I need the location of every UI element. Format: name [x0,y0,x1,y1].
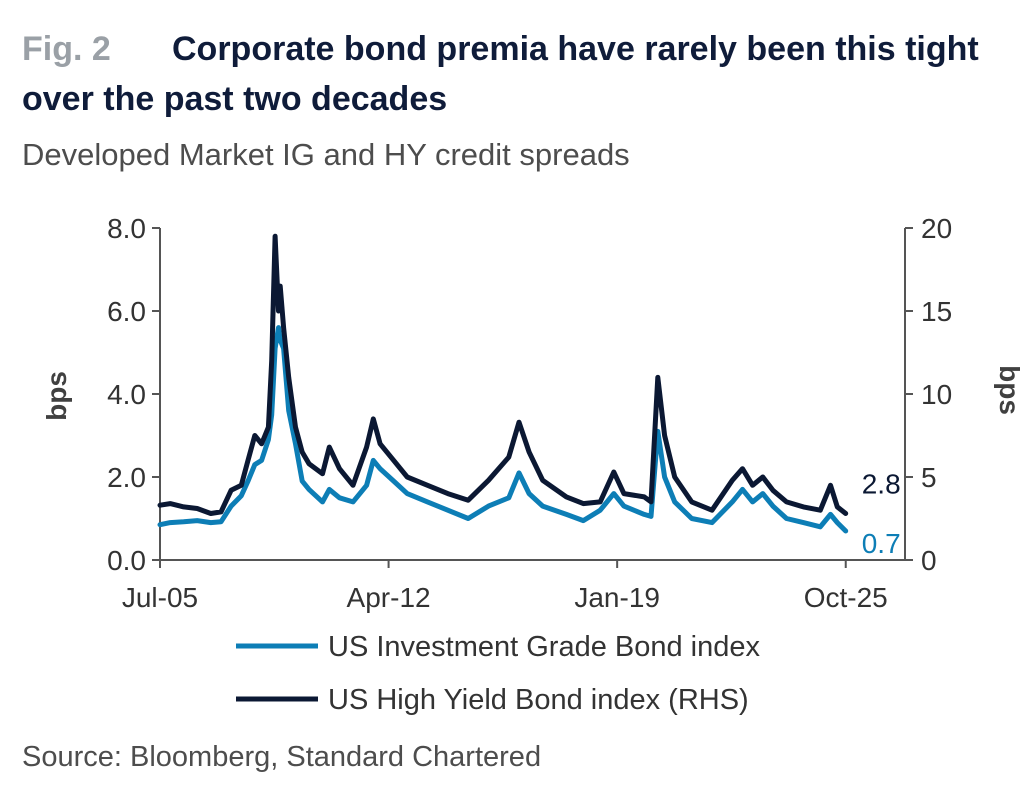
right-axis-title: bps [994,365,1024,415]
left-tick-label: 8.0 [107,213,146,244]
left-tick-label: 4.0 [107,379,146,410]
chart-legend: US Investment Grade Bond index US High Y… [236,631,761,716]
x-tick-label: Jul-05 [122,582,198,613]
left-tick-label: 2.0 [107,462,146,493]
figure-title-text: Corporate bond premia have rarely been t… [22,30,979,118]
ig-end-label: 0.7 [862,528,901,559]
x-tick-label: Apr-12 [347,582,431,613]
right-tick-label: 15 [921,296,952,327]
end-labels: 0.7 2.8 [862,469,901,559]
legend-label-hy: US High Yield Bond index (RHS) [328,684,749,716]
chart-ticks: 0.0 2.0 4.0 6.0 8.0 0 5 10 15 20 Jul-05 Apr-12 Jan-1… [107,213,952,613]
ig-series-line [157,325,849,534]
source-note: Source: Bloomberg, Standard Chartered [22,741,542,773]
figure-number: Fig. 2 [22,30,111,68]
x-tick-label: Jan-19 [574,582,660,613]
right-tick-label: 10 [921,379,952,410]
left-tick-label: 0.0 [107,545,146,576]
right-tick-label: 20 [921,213,952,244]
legend-label-ig: US Investment Grade Bond index [328,631,761,663]
left-tick-label: 6.0 [107,296,146,327]
right-tick-label: 5 [921,462,937,493]
x-tick-label: Oct-25 [804,582,888,613]
hy-series-line [157,233,849,516]
hy-end-label: 2.8 [862,469,901,500]
left-axis-title: bps [41,371,72,421]
figure-title: Fig. 2 Corporate bond premia have rarely … [22,24,1012,124]
right-tick-label: 0 [921,545,937,576]
chart-subtitle: Developed Market IG and HY credit spread… [22,137,630,172]
series-layer [157,233,849,534]
